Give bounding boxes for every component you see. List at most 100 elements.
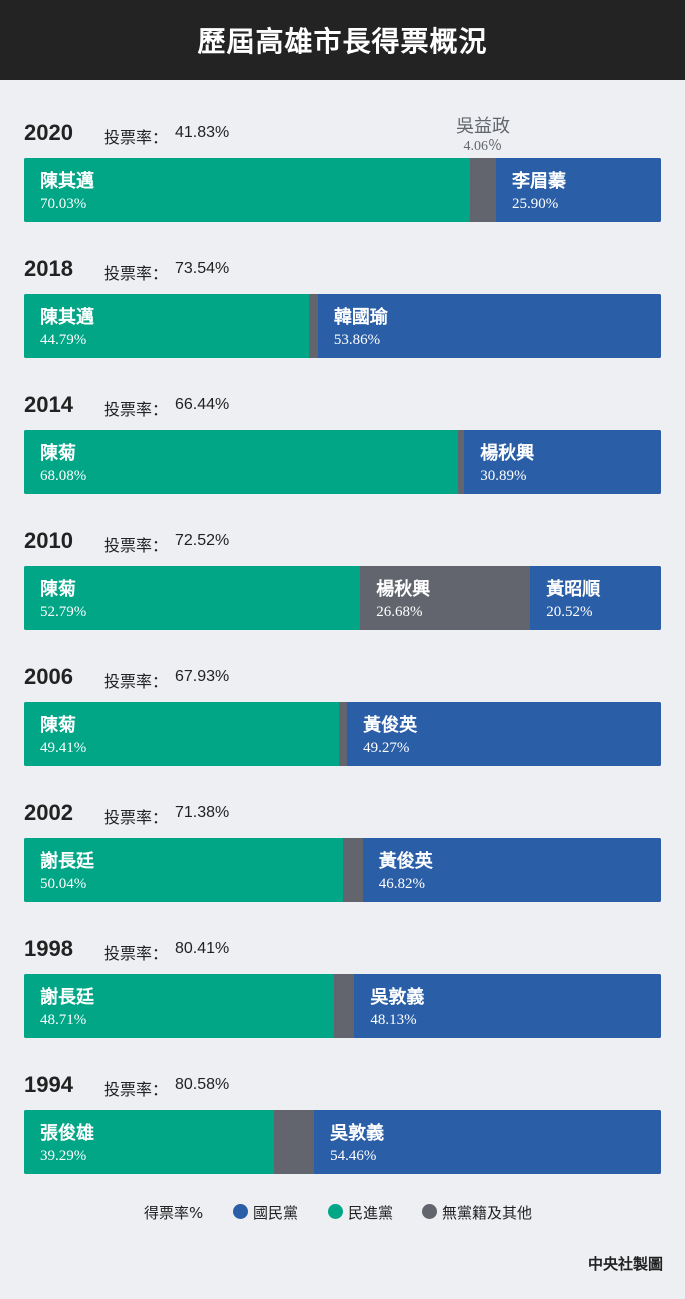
bar-segment-dpp xyxy=(24,294,310,358)
candidate-name: 謝長廷 xyxy=(40,987,94,1008)
bar-segment-kmt xyxy=(464,430,661,494)
turnout-value: 41.83% xyxy=(175,124,230,141)
turnout-label: 投票率： xyxy=(104,944,169,963)
turnout-label: 投票率： xyxy=(104,264,169,283)
candidate-name: 韓國瑜 xyxy=(333,307,388,328)
legend-other-label: 無黨籍及其他 xyxy=(442,1204,533,1222)
candidate-name: 謝長廷 xyxy=(40,851,94,872)
bar-segment-dpp xyxy=(24,566,361,630)
candidate-name: 陳菊 xyxy=(40,715,76,736)
candidate-name: 張俊雄 xyxy=(40,1123,94,1144)
candidate-name: 黃俊英 xyxy=(363,715,418,736)
bar-segment-kmt xyxy=(362,838,661,902)
candidate-name: 黃昭順 xyxy=(546,579,601,600)
candidate-vote-share: 48.13% xyxy=(370,1012,417,1028)
callout-vote-share: 4.06％ xyxy=(463,139,503,154)
turnout-label: 投票率： xyxy=(104,128,169,147)
election-row-1998: 1998 投票率： 80.41% 謝長廷 48.71% 吳敦義 48.13% xyxy=(24,936,661,1046)
candidate-vote-share: 52.79% xyxy=(40,604,87,620)
candidate-vote-share: 44.79% xyxy=(40,332,87,348)
year-label: 1994 xyxy=(24,1072,73,1097)
turnout-value: 80.41% xyxy=(175,940,230,957)
election-row-2014: 2014 投票率： 66.44% 陳菊 68.08% 楊秋興 30.89% xyxy=(24,392,661,502)
bar-segment-kmt xyxy=(314,1110,661,1174)
election-row-2018: 2018 投票率： 73.54% 陳其邁 44.79% 韓國瑜 53.86% xyxy=(24,256,661,366)
candidate-vote-share: 26.68% xyxy=(376,604,423,620)
bar-segment-other xyxy=(470,158,496,222)
year-label: 2002 xyxy=(24,800,73,825)
legend-kmt-swatch xyxy=(233,1204,248,1219)
turnout-value: 73.54% xyxy=(175,260,230,277)
candidate-vote-share: 49.41% xyxy=(40,740,87,756)
vote-share-bar: 張俊雄 39.29% 吳敦義 54.46% xyxy=(24,1110,661,1174)
turnout-value: 71.38% xyxy=(175,804,230,821)
turnout-label: 投票率： xyxy=(104,1080,169,1099)
bar-segment-other xyxy=(274,1110,315,1174)
credit-text: 中央社製圖 xyxy=(587,1255,663,1273)
year-label: 2018 xyxy=(24,256,73,281)
candidate-name: 黃俊英 xyxy=(378,851,433,872)
candidate-name: 陳其邁 xyxy=(40,171,94,192)
bar-segment-other xyxy=(457,430,465,494)
candidate-name: 楊秋興 xyxy=(480,443,535,464)
bar-segment-other xyxy=(334,974,355,1038)
bar-segment-dpp xyxy=(24,430,458,494)
candidate-name: 吳敦義 xyxy=(330,1123,385,1144)
candidate-vote-share: 49.27% xyxy=(363,740,410,756)
header-bar: 歷屆高雄市長得票概況 xyxy=(0,0,685,80)
legend-dpp-label: 民進黨 xyxy=(348,1204,394,1222)
bar-segment-other xyxy=(338,702,348,766)
candidate-vote-share: 25.90% xyxy=(511,196,559,212)
election-row-2020: 2020 投票率： 41.83% 吳益政 4.06％ 陳其邁 70.03% 李眉蓁 25.90% xyxy=(24,116,661,230)
year-label: 2010 xyxy=(24,528,73,553)
year-label: 2020 xyxy=(24,120,73,145)
candidate-name: 陳菊 xyxy=(40,579,76,600)
election-row-2010: 2010 投票率： 72.52% 陳菊 52.79% 楊秋興 26.68% 黃昭順 20.52% xyxy=(24,528,661,638)
year-label: 2006 xyxy=(24,664,73,689)
candidate-name: 李眉蓁 xyxy=(511,171,566,192)
vote-share-bar: 陳菊 68.08% 楊秋興 30.89% xyxy=(24,430,661,494)
vote-share-bar: 陳其邁 70.03% 李眉蓁 25.90% xyxy=(24,158,661,222)
candidate-name: 楊秋興 xyxy=(376,579,431,600)
bar-segment-kmt xyxy=(530,566,661,630)
year-label: 2014 xyxy=(24,392,73,417)
candidate-name: 陳其邁 xyxy=(40,307,94,328)
election-row-1994: 1994 投票率： 80.58% 張俊雄 39.29% 吳敦義 54.46% xyxy=(24,1072,661,1182)
bar-segment-kmt xyxy=(354,974,661,1038)
turnout-value: 67.93% xyxy=(175,668,230,685)
year-label: 1998 xyxy=(24,936,73,961)
candidate-vote-share: 70.03% xyxy=(40,196,87,212)
turnout-label: 投票率： xyxy=(104,808,169,827)
turnout-label: 投票率： xyxy=(104,400,169,419)
callout-candidate-name: 吳益政 xyxy=(456,116,511,137)
bar-segment-kmt xyxy=(495,158,661,222)
candidate-vote-share: 20.52% xyxy=(546,604,593,620)
turnout-label: 投票率： xyxy=(104,672,169,691)
legend: 得票率% 國民黨 民進黨 無黨籍及其他 xyxy=(0,1200,685,1224)
bar-segment-dpp xyxy=(24,158,471,222)
candidate-vote-share: 50.04% xyxy=(40,876,87,892)
bar-segment-kmt xyxy=(347,702,661,766)
candidate-vote-share: 30.89% xyxy=(480,468,527,484)
election-row-2006: 2006 投票率： 67.93% 陳菊 49.41% 黃俊英 49.27% xyxy=(24,664,661,774)
turnout-value: 66.44% xyxy=(175,396,230,413)
bar-segment-dpp xyxy=(24,1110,275,1174)
bar-segment-dpp xyxy=(24,974,335,1038)
candidate-vote-share: 68.08% xyxy=(40,468,87,484)
turnout-value: 72.52% xyxy=(175,532,230,549)
bar-segment-other xyxy=(360,566,531,630)
candidate-name: 陳菊 xyxy=(40,443,76,464)
bar-segment-dpp xyxy=(24,702,339,766)
legend-title: 得票率% xyxy=(144,1204,204,1222)
legend-dpp-swatch xyxy=(328,1204,343,1219)
candidate-vote-share: 54.46% xyxy=(330,1148,377,1164)
vote-share-bar: 陳菊 52.79% 楊秋興 26.68% 黃昭順 20.52% xyxy=(24,566,661,630)
legend-other-swatch xyxy=(422,1204,437,1219)
candidate-name: 吳敦義 xyxy=(370,987,425,1008)
bar-segment-other xyxy=(342,838,363,902)
turnout-value: 80.58% xyxy=(175,1076,230,1093)
bar-segment-other xyxy=(309,294,318,358)
vote-share-bar: 謝長廷 50.04% 黃俊英 46.82% xyxy=(24,838,661,902)
chart-title: 歷屆高雄市長得票概況 xyxy=(197,25,488,58)
